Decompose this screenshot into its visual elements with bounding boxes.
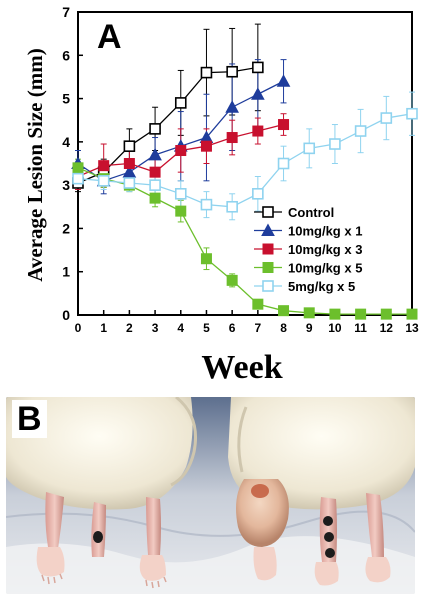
data-point: [200, 66, 213, 79]
legend-marker: [262, 243, 274, 255]
data-point: [149, 192, 161, 204]
legend-marker: [262, 280, 274, 292]
x-tick-label: 9: [306, 321, 313, 335]
data-point: [72, 172, 84, 185]
legend-marker: [262, 262, 274, 273]
y-tick-label: 1: [62, 264, 70, 280]
data-point: [303, 142, 316, 155]
legend-label: 10mg/kg x 1: [288, 224, 362, 239]
data-point: [380, 112, 393, 124]
data-point: [226, 200, 238, 213]
data-point: [354, 125, 367, 137]
panel-label-b: B: [12, 400, 47, 438]
data-point: [252, 188, 264, 200]
data-point: [252, 298, 264, 310]
data-point: [406, 308, 418, 320]
data-point: [123, 177, 136, 189]
data-point: [303, 307, 315, 319]
data-point: [148, 147, 162, 161]
data-point: [278, 119, 290, 131]
y-axis-label: Average Lesion Size (mm): [23, 48, 47, 281]
x-tick-label: 7: [255, 321, 262, 335]
y-tick-label: 5: [62, 91, 70, 107]
tumor: [236, 479, 289, 581]
right-mouse: [228, 397, 415, 586]
legend-label: 10mg/kg x 3: [288, 242, 362, 257]
legend-label: 5mg/kg x 5: [288, 279, 355, 294]
x-tick-label: 5: [203, 321, 210, 335]
data-point: [329, 308, 341, 320]
y-tick-label: 6: [62, 47, 70, 63]
data-point: [252, 61, 264, 74]
data-point: [200, 253, 212, 265]
data-point: [226, 65, 238, 78]
data-point: [226, 274, 238, 286]
data-point: [174, 97, 187, 109]
data-point: [149, 179, 161, 191]
data-point: [251, 87, 265, 100]
data-point: [252, 125, 264, 137]
x-tick-label: 0: [75, 321, 82, 335]
data-point: [98, 160, 110, 172]
x-axis-label: Week: [201, 349, 282, 386]
x-tick-label: 10: [328, 321, 342, 335]
mice-photo: [6, 397, 415, 594]
legend-label: 10mg/kg x 5: [288, 261, 362, 276]
y-tick-label: 7: [62, 4, 70, 20]
x-tick-label: 1: [100, 321, 107, 335]
legend-marker: [262, 206, 274, 218]
legend: Control 10mg/kg x 1 10mg/kg x 3 10mg/kg x 5…: [254, 205, 362, 294]
data-point: [123, 140, 136, 152]
data-point: [122, 165, 137, 178]
data-point: [149, 166, 161, 178]
data-point: [174, 188, 187, 200]
series-lines: [77, 66, 413, 315]
data-point: [200, 140, 212, 152]
x-tick-label: 13: [405, 321, 419, 335]
y-tick-label: 3: [62, 177, 70, 193]
data-point: [123, 158, 135, 169]
x-tick-label: 4: [177, 321, 184, 335]
x-tick-label: 12: [380, 321, 394, 335]
legend-label: Control: [288, 205, 334, 220]
panel-label-a: A: [97, 18, 122, 56]
data-point: [276, 74, 291, 87]
y-tick-label: 0: [62, 307, 70, 323]
data-point: [97, 175, 110, 187]
data-point: [225, 100, 239, 113]
x-tick-label: 3: [152, 321, 159, 335]
mice-photo-illustration: [6, 397, 415, 594]
data-point: [175, 205, 187, 217]
y-tick-label: 2: [62, 220, 70, 236]
data-point: [226, 132, 238, 144]
x-tick-label: 6: [229, 321, 236, 335]
left-mouse: [6, 397, 198, 589]
data-point: [355, 308, 367, 320]
data-point: [72, 162, 84, 174]
y-tick-label: 4: [62, 134, 70, 150]
x-tick-label: 11: [354, 321, 367, 335]
data-point: [380, 308, 392, 320]
legend-marker: [261, 223, 275, 236]
data-point: [329, 138, 341, 150]
data-point: [277, 157, 290, 170]
x-tick-label: 2: [126, 321, 133, 335]
data-point: [175, 145, 187, 157]
data-point: [149, 123, 161, 135]
series-markers: [71, 61, 418, 320]
data-point: [278, 305, 290, 317]
data-point: [406, 107, 418, 120]
x-tick-label: 8: [280, 321, 287, 335]
data-point: [200, 198, 213, 211]
